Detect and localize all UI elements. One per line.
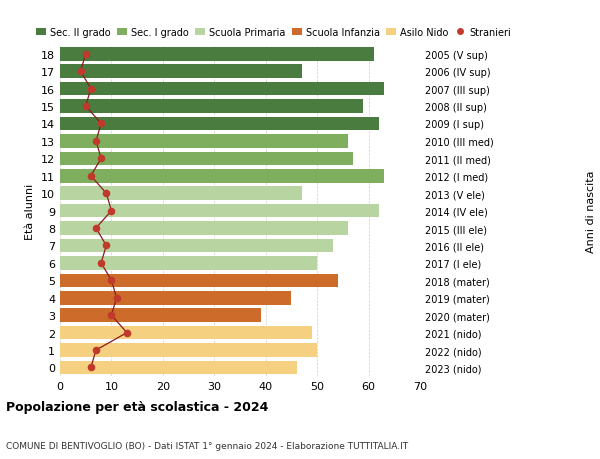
Bar [60, 65, 302, 79]
Point [97, 260, 106, 267]
Bar [60, 343, 317, 357]
Text: Popolazione per età scolastica - 2024: Popolazione per età scolastica - 2024 [6, 400, 268, 413]
Bar [60, 83, 384, 96]
Point [81, 103, 91, 111]
Bar [60, 222, 348, 235]
Bar [60, 326, 312, 340]
Bar [60, 257, 317, 270]
Text: COMUNE DI BENTIVOGLIO (BO) - Dati ISTAT 1° gennaio 2024 - Elaborazione TUTTITALI: COMUNE DI BENTIVOGLIO (BO) - Dati ISTAT … [6, 441, 408, 450]
Point [122, 329, 131, 336]
Point [107, 312, 116, 319]
Point [97, 155, 106, 162]
Bar [60, 239, 332, 253]
Point [101, 242, 111, 250]
Bar [60, 169, 384, 183]
Point [97, 121, 106, 128]
Point [107, 277, 116, 285]
Bar [60, 100, 364, 113]
Point [86, 86, 95, 93]
Legend: Sec. II grado, Sec. I grado, Scuola Primaria, Scuola Infanzia, Asilo Nido, Stran: Sec. II grado, Sec. I grado, Scuola Prim… [36, 28, 511, 38]
Point [107, 207, 116, 215]
Bar [60, 309, 260, 322]
Point [91, 225, 101, 232]
Bar [60, 135, 348, 148]
Bar [60, 187, 302, 201]
Bar [60, 204, 379, 218]
Point [86, 364, 95, 371]
Text: Anni di nascita: Anni di nascita [586, 170, 596, 252]
Bar [60, 152, 353, 166]
Point [86, 173, 95, 180]
Point [76, 68, 85, 76]
Point [91, 347, 101, 354]
Bar [60, 361, 296, 375]
Point [101, 190, 111, 197]
Point [112, 294, 121, 302]
Bar [60, 118, 379, 131]
Point [81, 51, 91, 58]
Y-axis label: Età alunni: Età alunni [25, 183, 35, 239]
Bar [60, 274, 338, 287]
Bar [60, 48, 374, 62]
Point [91, 138, 101, 145]
Bar [60, 291, 292, 305]
